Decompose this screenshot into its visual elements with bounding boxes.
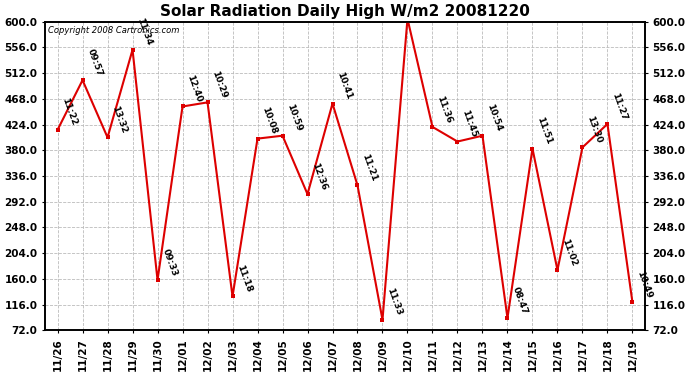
Text: 11:45: 11:45 — [460, 109, 479, 139]
Text: 08:47: 08:47 — [510, 285, 529, 315]
Text: 11:22: 11:22 — [60, 97, 79, 127]
Text: 11:18: 11:18 — [235, 264, 253, 294]
Text: 10:59: 10:59 — [285, 103, 304, 133]
Text: Copyright 2008 Cartronics.com: Copyright 2008 Cartronics.com — [48, 26, 179, 35]
Text: 10:08: 10:08 — [260, 106, 279, 136]
Text: 10:29: 10:29 — [210, 70, 228, 100]
Text: 11:27: 11:27 — [610, 91, 629, 121]
Text: 10:54: 10:54 — [485, 103, 504, 133]
Text: 11:51: 11:51 — [535, 116, 553, 146]
Text: 11:20: 11:20 — [0, 374, 1, 375]
Text: 09:33: 09:33 — [160, 247, 179, 277]
Text: 10:49: 10:49 — [635, 269, 653, 300]
Text: 12:40: 12:40 — [186, 74, 204, 104]
Text: 13:32: 13:32 — [110, 105, 128, 135]
Text: 11:36: 11:36 — [435, 94, 453, 124]
Text: 11:02: 11:02 — [560, 237, 578, 267]
Text: 12:36: 12:36 — [310, 161, 328, 191]
Text: 09:57: 09:57 — [86, 47, 104, 77]
Text: 11:34: 11:34 — [135, 17, 154, 47]
Text: 13:30: 13:30 — [585, 115, 604, 145]
Text: 11:21: 11:21 — [360, 153, 379, 183]
Text: 11:33: 11:33 — [385, 287, 404, 317]
Title: Solar Radiation Daily High W/m2 20081220: Solar Radiation Daily High W/m2 20081220 — [160, 4, 530, 19]
Text: 10:41: 10:41 — [335, 71, 353, 101]
